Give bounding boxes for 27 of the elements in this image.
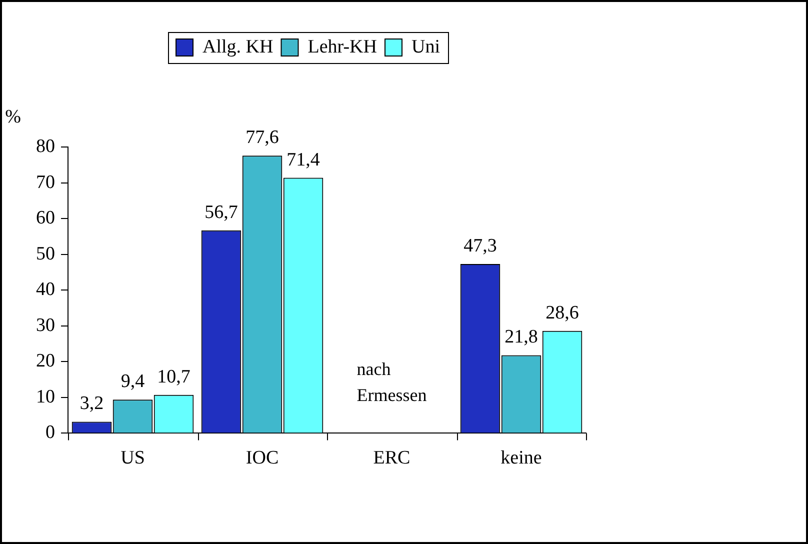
y-tick-label: 30 — [36, 314, 55, 336]
y-tick-label: 10 — [36, 386, 55, 408]
data-label: 47,3 — [464, 235, 497, 256]
data-label: 28,6 — [546, 302, 579, 324]
x-tick-label: keine — [500, 448, 542, 469]
data-label: 3,2 — [80, 393, 104, 414]
y-tick-label: 0 — [46, 422, 55, 444]
x-tick-label: IOC — [246, 448, 279, 469]
x-tick-label: ERC — [373, 448, 410, 469]
data-label: 77,6 — [246, 127, 279, 148]
data-label: 56,7 — [204, 202, 238, 223]
y-tick-label: 40 — [36, 279, 55, 300]
data-label: 21,8 — [504, 326, 538, 348]
y-axis-title: % — [5, 106, 22, 128]
legend-label: Uni — [411, 36, 440, 58]
y-tick-label: 60 — [36, 208, 55, 229]
annotation: nach Ermessen — [356, 358, 427, 405]
legend-label: Lehr-KH — [308, 36, 378, 58]
y-tick-label: 80 — [36, 136, 55, 157]
y-tick-label: 20 — [36, 350, 55, 372]
x-tick-label: US — [120, 448, 145, 469]
y-tick-label: 70 — [36, 172, 55, 193]
data-label: 71,4 — [286, 149, 320, 170]
data-label: 9,4 — [120, 371, 146, 392]
y-tick-label: 50 — [36, 243, 55, 264]
legend-label: Allg. KH — [202, 36, 274, 58]
data-label: 10,7 — [157, 366, 190, 388]
